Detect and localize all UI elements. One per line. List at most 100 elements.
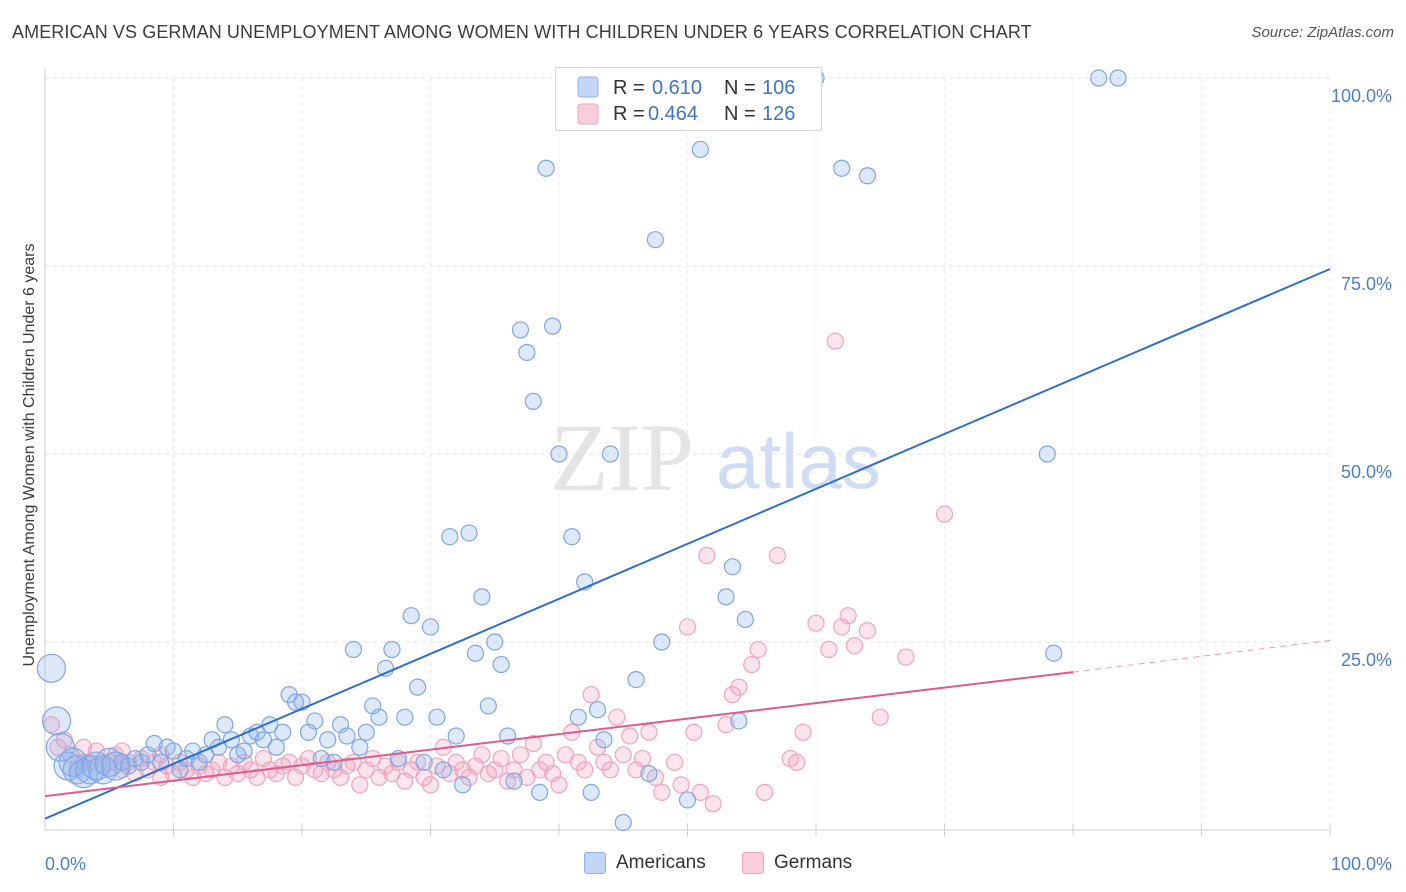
legend-label-americans: Americans <box>616 852 706 873</box>
data-point-germans <box>717 716 735 734</box>
data-point-germans <box>614 746 632 764</box>
data-point-germans <box>409 753 427 771</box>
trend-line-germans <box>44 671 1074 798</box>
data-point-americans <box>415 753 433 771</box>
legend-americans-r-label: R = <box>613 77 645 99</box>
data-point-americans <box>409 678 427 696</box>
legend-item-germans: Germans <box>742 852 852 874</box>
data-point-americans <box>736 610 754 629</box>
data-point-americans <box>447 727 465 745</box>
data-point-americans <box>286 693 305 711</box>
data-point-americans <box>717 588 735 606</box>
legend-germans-n-label: N = <box>724 103 756 125</box>
data-point-americans <box>216 716 234 734</box>
data-point-americans <box>505 772 523 790</box>
data-point-americans <box>518 343 536 362</box>
data-point-americans <box>640 764 658 783</box>
data-point-germans <box>621 727 639 745</box>
data-point-germans <box>556 746 575 764</box>
data-point-americans <box>614 813 632 832</box>
data-point-americans <box>531 783 549 802</box>
x-tick-label: 0.0% <box>45 854 86 874</box>
data-point-americans <box>460 524 478 542</box>
data-point-americans <box>601 445 620 463</box>
data-point-americans <box>306 712 324 730</box>
legend-swatch-germans-bottom <box>742 852 764 874</box>
data-point-germans <box>518 768 536 786</box>
data-point-germans <box>858 622 877 640</box>
data-point-americans <box>563 528 581 546</box>
stats-legend: R = 0.610 N = 106 R = 0.464 N = 126 <box>555 67 822 131</box>
data-point-americans <box>833 159 851 177</box>
data-point-germans <box>511 746 530 764</box>
y-tick-label: 50.0% <box>1341 462 1392 482</box>
data-point-germans <box>826 332 844 350</box>
data-point-americans <box>145 734 163 753</box>
data-point-germans <box>421 776 440 794</box>
data-point-germans <box>839 607 857 625</box>
data-point-americans <box>58 747 88 777</box>
data-point-americans <box>274 723 292 741</box>
trend-line-americans <box>44 268 1331 820</box>
data-point-americans <box>45 732 76 762</box>
data-point-americans <box>421 618 440 636</box>
data-point-germans <box>209 753 228 771</box>
data-point-germans <box>935 505 954 523</box>
x-tick-label: 100.0% <box>1331 854 1392 874</box>
data-point-germans <box>248 768 266 786</box>
legend-label-germans: Germans <box>774 852 853 873</box>
data-point-americans <box>1090 69 1108 87</box>
data-point-americans <box>730 712 748 730</box>
data-point-germans <box>768 546 787 565</box>
data-point-americans <box>434 761 452 779</box>
data-point-americans <box>691 140 709 159</box>
data-point-germans <box>492 749 510 768</box>
data-point-germans <box>87 742 106 760</box>
data-point-germans <box>730 678 748 696</box>
data-point-americans <box>41 706 72 736</box>
data-point-americans <box>1109 69 1127 87</box>
data-point-americans <box>653 633 671 651</box>
data-point-americans <box>858 167 877 185</box>
data-point-americans <box>254 731 273 749</box>
data-point-germans <box>691 783 709 802</box>
data-point-germans <box>473 746 491 764</box>
data-point-germans <box>601 761 620 779</box>
data-point-germans <box>576 761 594 779</box>
data-point-americans <box>537 159 555 177</box>
legend-swatch-americans <box>577 76 599 98</box>
data-point-americans <box>235 742 253 760</box>
watermark: ZIP atlas <box>550 404 881 511</box>
data-point-germans <box>524 734 542 753</box>
data-point-germans <box>582 686 600 704</box>
trend-lines <box>44 268 1331 820</box>
data-point-americans <box>338 727 356 745</box>
legend-americans-n-value: 106 <box>762 77 795 99</box>
watermark-zip: ZIP <box>550 404 694 511</box>
data-point-americans <box>344 640 362 659</box>
data-point-germans <box>704 795 722 813</box>
data-point-americans <box>582 783 600 802</box>
data-point-germans <box>550 776 568 794</box>
data-point-germans <box>749 640 767 659</box>
data-point-germans <box>666 753 684 771</box>
data-point-americans <box>36 653 67 683</box>
data-point-americans <box>164 742 183 760</box>
data-point-germans <box>685 723 703 741</box>
legend-americans-n-label: N = <box>724 77 756 99</box>
data-point-americans <box>319 731 337 749</box>
data-point-americans <box>351 738 369 756</box>
source-label: Source: ZipAtlas.com <box>1251 24 1394 41</box>
legend-germans-r-value: 0.464 <box>648 103 698 125</box>
data-point-germans <box>62 746 80 764</box>
legend-swatch-americans-bottom <box>584 852 606 874</box>
data-point-americans <box>396 708 414 726</box>
data-point-germans <box>755 783 774 802</box>
y-tick-label: 75.0% <box>1341 274 1392 294</box>
chart-title: AMERICAN VS GERMAN UNEMPLOYMENT AMONG WO… <box>12 22 1032 42</box>
data-point-germans <box>794 723 812 741</box>
data-point-americans <box>473 588 491 606</box>
data-point-germans <box>743 655 761 674</box>
data-point-americans <box>543 317 562 335</box>
data-point-germans <box>871 708 889 726</box>
